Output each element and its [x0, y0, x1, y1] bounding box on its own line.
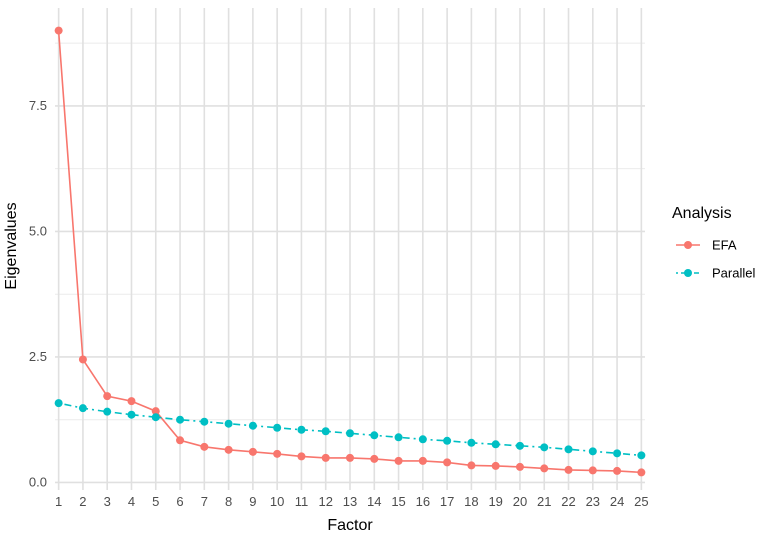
x-tick-label: 6	[176, 494, 183, 509]
y-axis-ticks: 0.0 2.5 5.0 7.5	[29, 98, 47, 490]
data-point	[176, 436, 185, 445]
data-point	[564, 465, 573, 474]
data-point	[54, 26, 63, 35]
x-tick-label: 3	[104, 494, 111, 509]
legend-items: EFA Parallel	[676, 238, 755, 281]
data-point	[418, 456, 427, 465]
x-tick-label: 12	[318, 494, 332, 509]
data-point	[176, 415, 185, 424]
legend-key-point	[684, 269, 692, 277]
data-point	[540, 443, 549, 452]
data-point	[515, 441, 524, 450]
legend-title: Analysis	[672, 205, 732, 222]
data-point	[588, 466, 597, 475]
data-point	[491, 461, 500, 470]
data-point	[370, 454, 379, 463]
legend-item-parallel: Parallel	[676, 266, 755, 281]
data-point	[443, 436, 452, 445]
data-point	[613, 466, 622, 475]
x-axis-title: Factor	[327, 517, 373, 534]
data-point	[370, 431, 379, 440]
data-point	[491, 440, 500, 449]
x-tick-label: 4	[128, 494, 135, 509]
x-tick-label: 20	[513, 494, 527, 509]
x-axis-ticks: 1 2 3 4 5 6 7 8 9 10 11 12 13 14 15 16 17 18 19 20 21 22 23 24 2…	[55, 494, 649, 509]
data-point	[443, 458, 452, 467]
data-point	[613, 449, 622, 458]
x-tick-label: 7	[201, 494, 208, 509]
x-tick-label: 23	[586, 494, 600, 509]
data-point	[273, 449, 282, 458]
x-tick-label: 11	[295, 494, 309, 509]
x-tick-label: 16	[416, 494, 430, 509]
legend-key-point	[684, 241, 692, 249]
y-tick-label: 2.5	[29, 349, 47, 364]
data-point	[515, 462, 524, 471]
series-layer	[54, 26, 646, 477]
data-point	[418, 435, 427, 444]
x-tick-label: 19	[488, 494, 502, 509]
grid	[55, 8, 645, 490]
y-tick-label: 0.0	[29, 474, 47, 489]
data-point	[273, 423, 282, 432]
x-tick-label: 22	[561, 494, 575, 509]
data-point	[297, 425, 306, 434]
data-point	[151, 407, 160, 416]
data-point	[346, 453, 354, 462]
data-point	[637, 451, 646, 460]
x-tick-label: 15	[391, 494, 405, 509]
x-tick-label: 13	[343, 494, 357, 509]
legend-label: Parallel	[712, 266, 755, 281]
data-point	[346, 429, 354, 438]
data-point	[540, 464, 549, 473]
data-point	[637, 468, 646, 477]
data-point	[588, 447, 597, 456]
data-point	[224, 419, 233, 428]
x-tick-label: 17	[440, 494, 454, 509]
x-tick-label: 9	[249, 494, 256, 509]
data-point	[467, 438, 476, 447]
data-point	[467, 461, 476, 470]
data-point	[394, 433, 403, 442]
data-point	[103, 392, 112, 401]
x-tick-label: 14	[367, 494, 381, 509]
x-tick-label: 18	[464, 494, 478, 509]
data-point	[224, 445, 233, 454]
x-tick-label: 8	[225, 494, 232, 509]
data-point	[248, 421, 257, 430]
data-point	[321, 453, 330, 462]
data-point	[200, 417, 209, 426]
data-point	[151, 413, 160, 422]
data-point	[127, 397, 136, 406]
data-point	[127, 410, 136, 419]
x-tick-label: 21	[537, 494, 551, 509]
data-point	[394, 456, 403, 465]
data-point	[564, 445, 573, 454]
x-tick-label: 25	[634, 494, 648, 509]
y-tick-label: 7.5	[29, 98, 47, 113]
data-point	[200, 442, 209, 451]
data-point	[78, 355, 87, 364]
legend-label: EFA	[712, 238, 737, 253]
legend: Analysis EFA Parallel	[672, 205, 755, 281]
x-tick-label: 2	[79, 494, 86, 509]
x-tick-label: 24	[610, 494, 624, 509]
series-parallel	[54, 399, 646, 460]
data-point	[103, 407, 112, 416]
data-point	[297, 452, 306, 461]
data-point	[54, 399, 63, 408]
x-tick-label: 10	[270, 494, 284, 509]
x-tick-label: 1	[55, 494, 62, 509]
data-point	[321, 427, 330, 436]
y-axis-title: Eigenvalues	[3, 202, 20, 289]
legend-item-efa: EFA	[676, 238, 737, 253]
x-tick-label: 5	[152, 494, 159, 509]
series-efa	[54, 26, 646, 477]
data-point	[78, 404, 87, 413]
data-point	[248, 447, 257, 456]
y-tick-label: 5.0	[29, 223, 47, 238]
